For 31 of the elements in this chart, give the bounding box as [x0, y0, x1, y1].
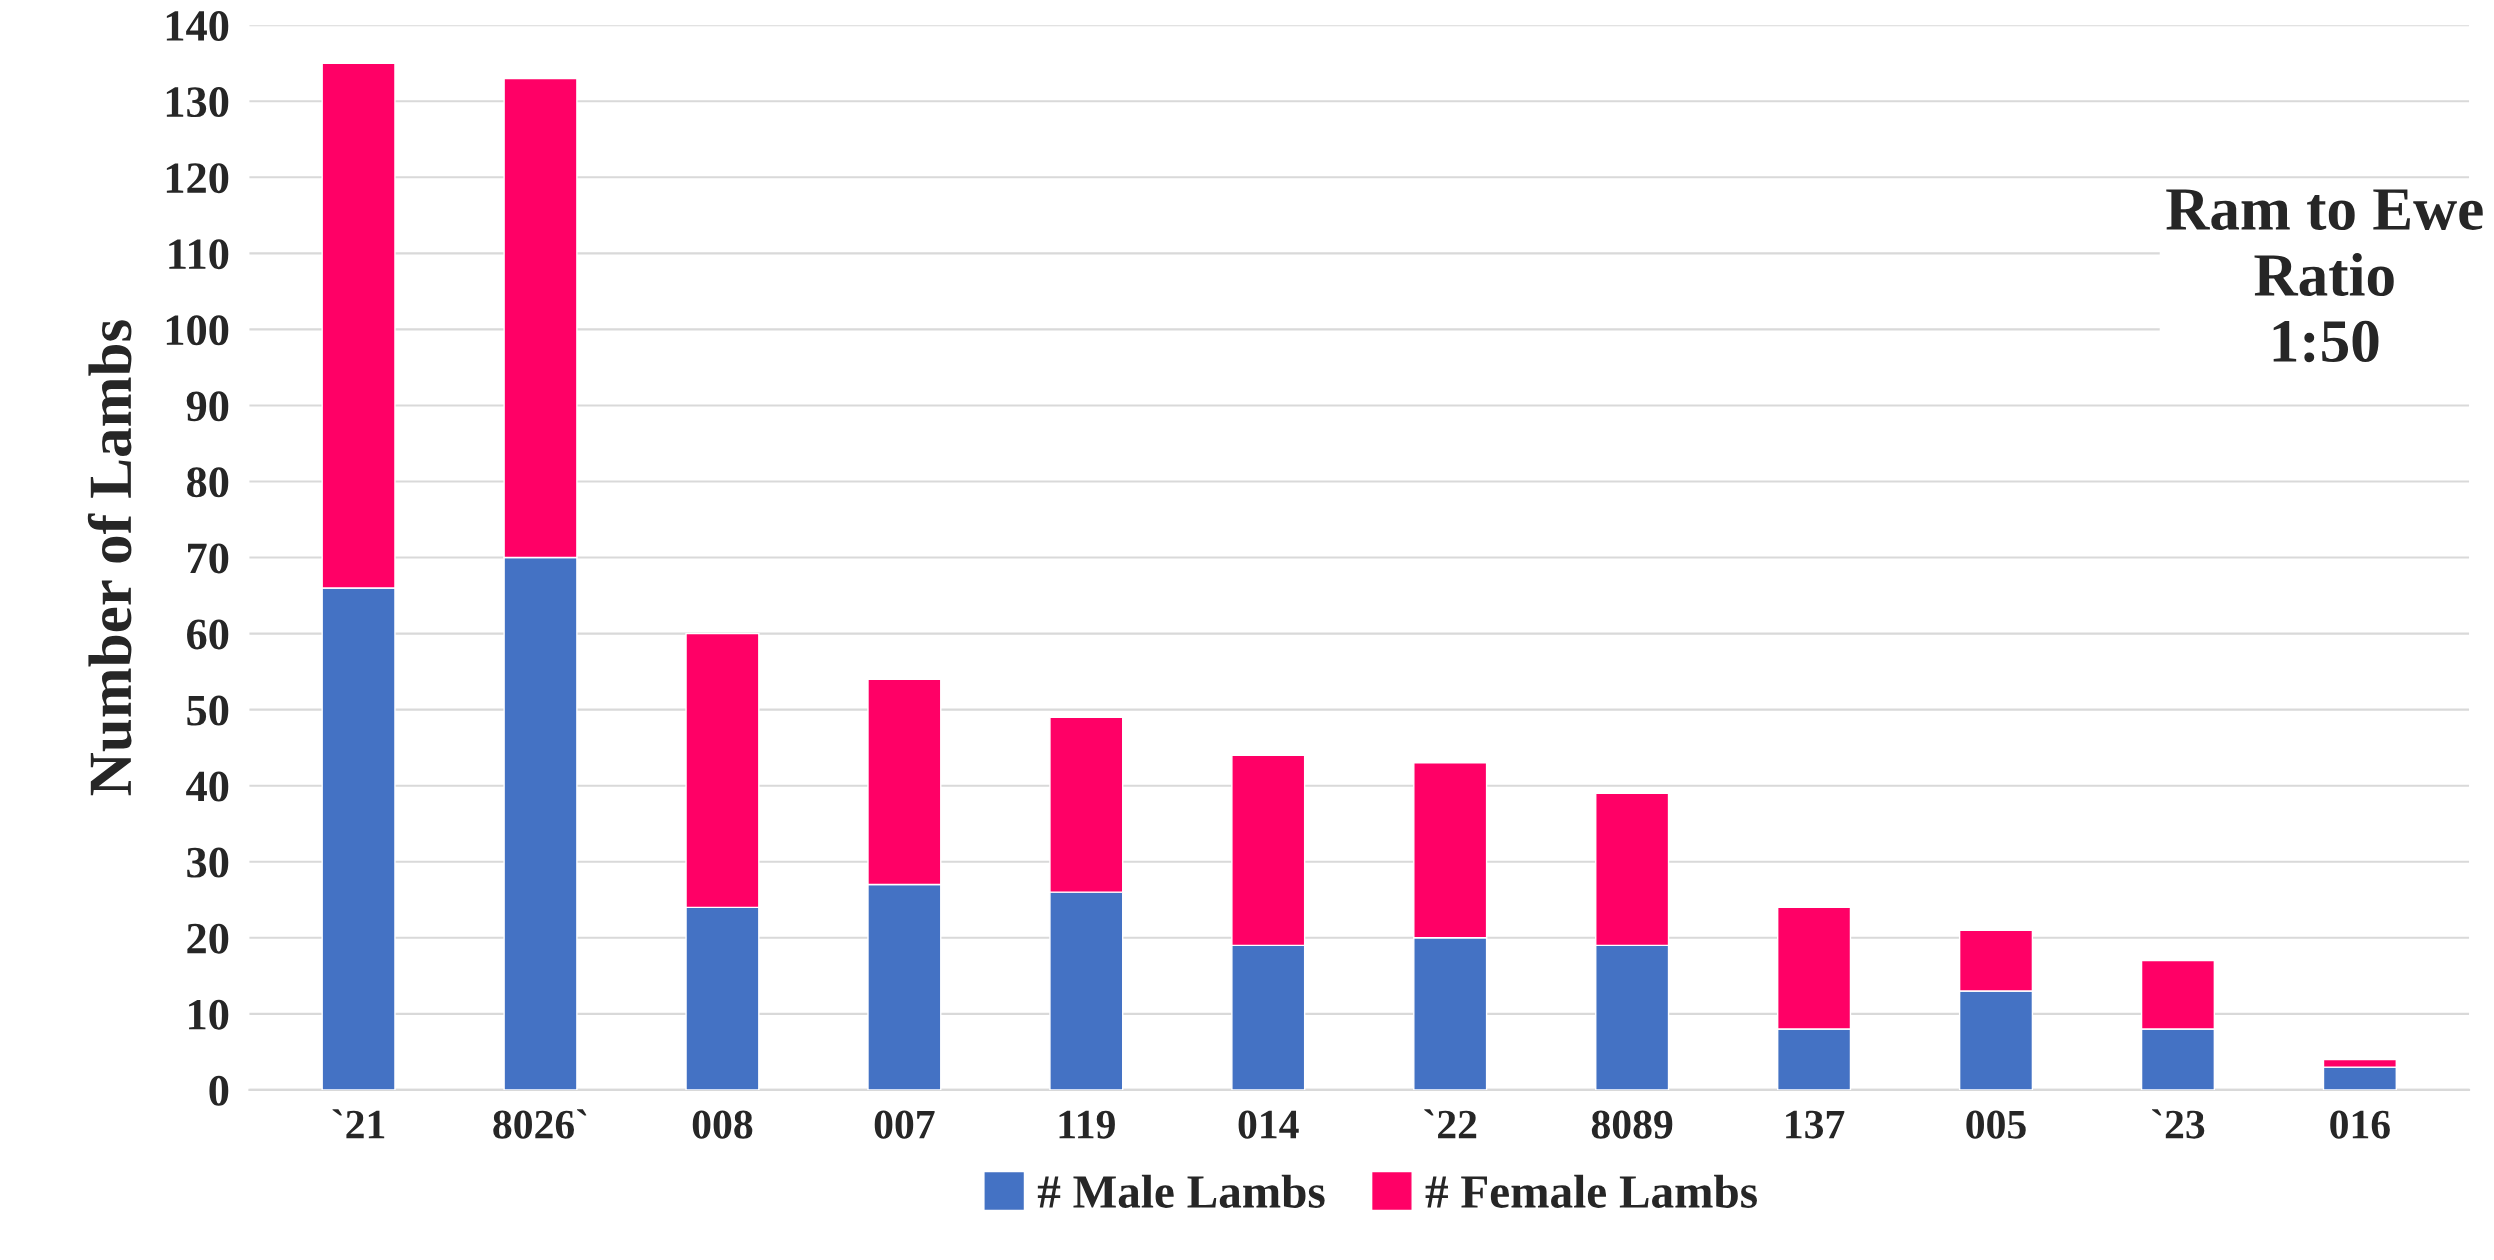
y-tick-label: 30: [187, 847, 229, 878]
x-tick-label: 8026`: [493, 1109, 587, 1139]
annotation: Ram to Ewe Ratio 1:50: [2166, 189, 2483, 363]
legend-label: # Female Lambs: [1425, 1174, 1757, 1208]
y-tick-label: 10: [189, 999, 229, 1030]
y-tick-label: 60: [187, 619, 229, 650]
y-tick-label: 70: [188, 543, 229, 574]
y-tick-label: 110: [169, 239, 229, 270]
x-tick-label: 008: [692, 1110, 753, 1139]
legend-label: # Male Lambs: [1037, 1174, 1325, 1208]
x-tick-label: `21: [332, 1109, 385, 1139]
x-tick-label: 014: [1238, 1110, 1299, 1139]
x-tick-label: `23: [2151, 1109, 2205, 1139]
x-tick-label: `22: [1424, 1109, 1477, 1139]
y-tick-label: 130: [166, 87, 229, 118]
x-tick-label: 016: [2330, 1110, 2390, 1139]
y-tick-label: 50: [187, 695, 229, 726]
x-tick-label: 137: [1786, 1110, 1845, 1139]
y-tick-label: 90: [186, 391, 229, 422]
y-tick-label: 0: [209, 1075, 229, 1106]
x-tick-label: 005: [1966, 1110, 2026, 1139]
x-tick-label: 8089: [1591, 1110, 1673, 1139]
y-tick-label: 80: [186, 467, 229, 498]
y-tick-label: 140: [166, 11, 229, 42]
y-axis-title: Number of Lambs: [87, 320, 132, 796]
y-tick-label: 20: [187, 923, 229, 954]
y-tick-label: 100: [166, 315, 229, 346]
x-tick-label: 119: [1059, 1110, 1115, 1139]
y-tick-label: 120: [166, 163, 229, 194]
y-tick-label: 40: [186, 771, 229, 802]
x-tick-label: 007: [874, 1110, 935, 1139]
